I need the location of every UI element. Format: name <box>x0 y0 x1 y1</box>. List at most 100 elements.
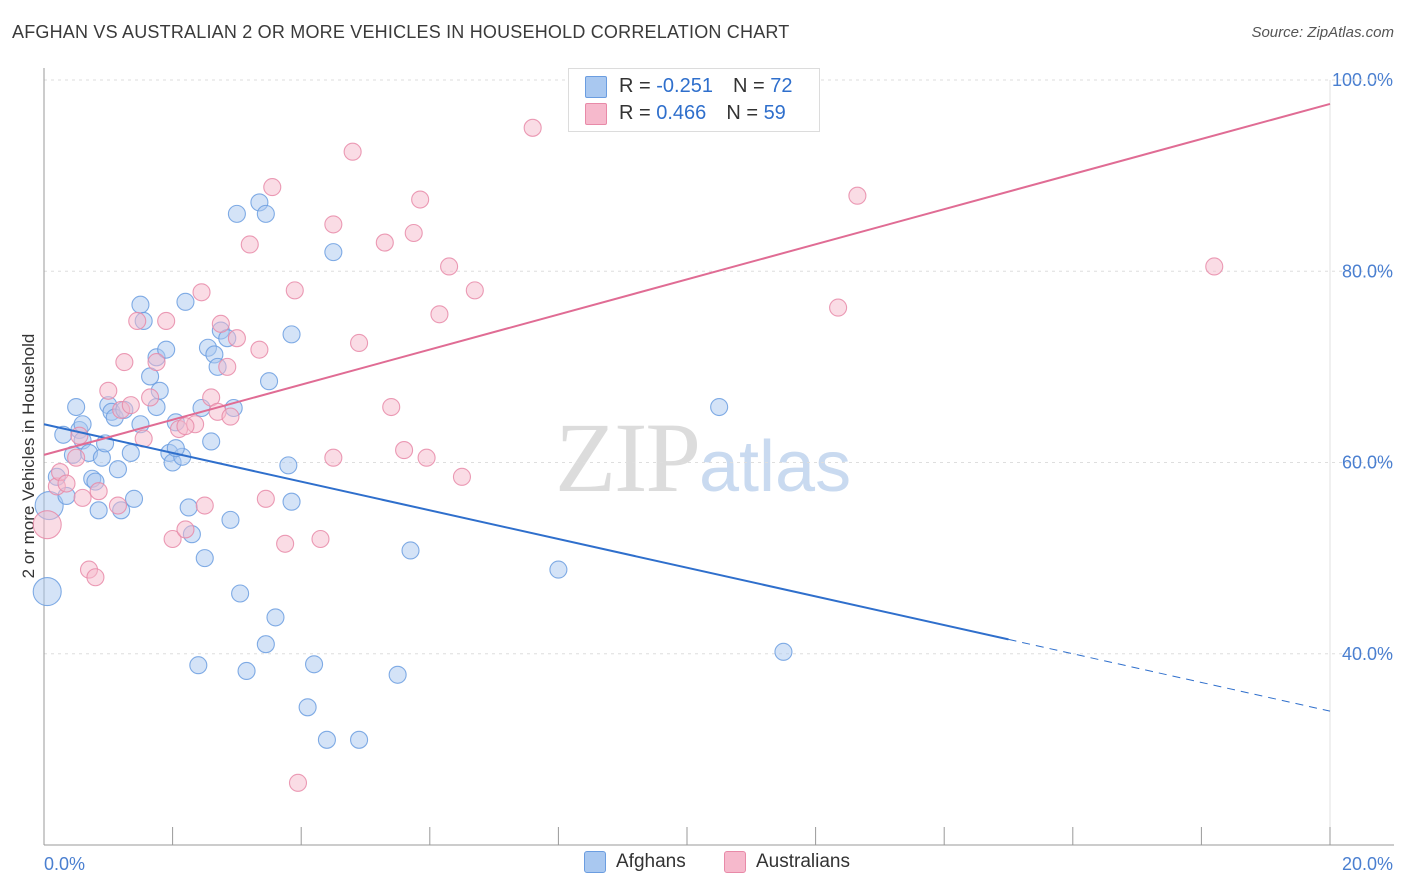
australians-point <box>89 482 108 501</box>
afghans-point <box>131 295 150 314</box>
watermark-zip: ZIP <box>555 402 701 513</box>
australians-point <box>218 357 237 376</box>
australians-point <box>465 281 484 300</box>
y-tick-label: 40.0% <box>1342 644 1393 664</box>
australians-trend-line <box>43 102 1331 456</box>
australians-point <box>176 417 195 436</box>
australians-point <box>343 142 362 161</box>
legend-r-label: R = <box>619 102 657 124</box>
bottom-legend-afghans: Afghans <box>584 851 686 873</box>
afghans-trend-extension <box>1008 638 1331 712</box>
afghans-point <box>108 460 127 479</box>
afghans-point <box>221 510 240 529</box>
australians-point <box>324 215 343 234</box>
afghans-point <box>256 635 275 654</box>
australians-point <box>440 257 459 276</box>
australians-point <box>404 223 423 243</box>
australians-point <box>115 353 134 372</box>
legend-r-label: R = <box>619 75 657 97</box>
australians-point <box>430 305 449 324</box>
chart-title: AFGHAN VS AUSTRALIAN 2 OR MORE VEHICLES … <box>12 22 790 42</box>
australians-point <box>99 381 118 400</box>
australians-point <box>86 568 105 587</box>
australians-point <box>263 178 282 197</box>
legend-r-value: -0.251 <box>656 75 713 97</box>
x-tick-label: 20.0% <box>1342 854 1393 874</box>
correlation-legend: R = -0.251 N = 72 R = 0.466 N = 59 <box>568 68 820 132</box>
afghans-point <box>121 443 140 462</box>
australians-point <box>32 510 62 540</box>
afghans-trend-line <box>43 423 1009 641</box>
afghans-point <box>710 397 729 417</box>
australians-point <box>523 118 542 137</box>
legend-row-australians: R = 0.466 N = 59 <box>585 102 786 126</box>
legend-n-value: 59 <box>763 102 786 124</box>
watermark-atlas: atlas <box>699 427 852 507</box>
australians-point <box>227 329 246 348</box>
australians-point <box>128 311 147 331</box>
bottom-legend-swatch-australians <box>724 851 746 873</box>
australians-point <box>276 534 295 553</box>
australians-point <box>176 520 195 539</box>
bottom-legend-swatch-afghans <box>584 851 606 873</box>
legend-swatch-australians <box>585 102 607 125</box>
australians-point <box>324 448 343 467</box>
chart-source: Source: ZipAtlas.com <box>1251 24 1394 41</box>
australians-point <box>57 474 76 493</box>
australians-point <box>192 283 211 302</box>
bottom-legend-label-australians: Australians <box>756 851 850 873</box>
australians-point <box>1205 257 1224 276</box>
afghans-point <box>202 432 221 451</box>
afghans-point <box>157 340 176 359</box>
afghans-point <box>350 730 369 749</box>
afghans-point <box>89 501 108 520</box>
australians-point <box>829 298 848 317</box>
afghans-point <box>401 541 420 560</box>
australians-point <box>67 448 86 467</box>
afghans-point <box>305 655 324 674</box>
legend-row-afghans: R = -0.251 N = 72 <box>585 75 792 99</box>
afghans-point <box>282 325 301 344</box>
legend-n-label: N = <box>732 75 771 97</box>
afghans-point <box>256 204 275 223</box>
afghans-point <box>298 698 317 717</box>
afghans-point <box>388 665 407 684</box>
afghans-point <box>176 292 195 311</box>
australians-point <box>382 397 401 417</box>
australians-point <box>285 281 304 300</box>
legend-swatch-afghans <box>585 75 607 98</box>
australians-point <box>211 314 230 333</box>
australians-point <box>195 496 214 515</box>
australians-point <box>452 467 472 486</box>
afghans-point <box>266 608 285 627</box>
watermark: ZIPatlas <box>555 400 851 515</box>
afghans-point <box>549 560 568 579</box>
australians-point <box>73 488 92 507</box>
afghans-point <box>282 492 301 511</box>
legend-n-value: 72 <box>770 75 793 97</box>
afghans-point <box>67 397 86 417</box>
afghans-point <box>774 642 793 661</box>
australians-point <box>256 489 275 508</box>
australians-point <box>417 448 436 467</box>
afghans-point <box>227 204 246 223</box>
bottom-legend-australians: Australians <box>724 851 850 873</box>
australians-point <box>375 233 394 252</box>
afghans-point <box>179 498 198 517</box>
australians-point <box>157 311 176 331</box>
australians-point <box>411 190 430 209</box>
afghans-point <box>124 489 144 508</box>
australians-point <box>311 529 330 549</box>
australians-point <box>163 529 182 549</box>
y-tick-label: 60.0% <box>1342 453 1393 473</box>
afghans-point <box>195 549 214 568</box>
x-tick-label: 0.0% <box>44 854 85 874</box>
afghans-point <box>189 656 208 675</box>
australians-point <box>121 396 140 415</box>
australians-point <box>350 333 369 353</box>
legend-r-value: 0.466 <box>656 102 707 124</box>
afghans-point <box>324 243 343 262</box>
legend-n-label: N = <box>726 102 764 124</box>
y-tick-label: 80.0% <box>1342 261 1393 281</box>
